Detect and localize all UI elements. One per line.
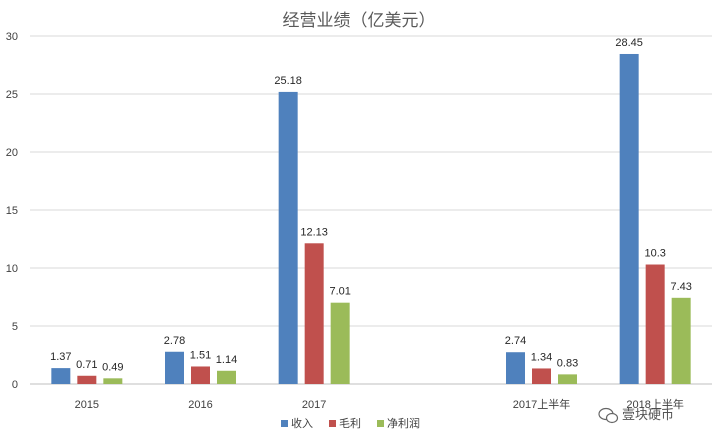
- wechat-icon: [598, 407, 619, 424]
- x-tick-label: 2017上半年: [513, 397, 570, 411]
- bar: [51, 368, 71, 384]
- bar: [77, 375, 97, 384]
- bar: [645, 264, 665, 384]
- bar: [278, 91, 298, 385]
- data-label: 12.13: [300, 226, 328, 238]
- y-tick-label: 15: [6, 205, 18, 217]
- watermark-text: 壹块硬币: [622, 408, 674, 423]
- data-label: 0.83: [557, 357, 578, 369]
- x-tick-label: 2015: [75, 399, 99, 411]
- data-label: 28.45: [615, 37, 643, 49]
- data-label: 25.18: [274, 75, 302, 87]
- y-tick-label: 0: [12, 379, 18, 391]
- y-tick-label: 30: [6, 31, 18, 43]
- chart-title: 经营业绩（亿美元）: [283, 11, 436, 31]
- x-tick-label: 2016: [188, 399, 212, 411]
- data-label: 1.37: [50, 351, 71, 363]
- bar: [671, 297, 691, 384]
- y-tick-label: 20: [6, 147, 18, 159]
- bar: [103, 378, 123, 384]
- bar: [304, 243, 324, 384]
- bar: [506, 352, 525, 384]
- gridlines: [30, 35, 712, 385]
- watermark: 壹块硬币: [598, 407, 674, 424]
- data-label: 0.71: [76, 359, 97, 371]
- data-label: 2.74: [505, 335, 526, 347]
- legend-label: 毛利: [339, 417, 361, 430]
- data-label: 2.78: [164, 335, 185, 347]
- x-tick-label: 2018上半年: [626, 397, 683, 411]
- bar: [558, 374, 577, 384]
- bar: [165, 351, 184, 384]
- y-axis: 0 5 10 15 20 25 30: [6, 31, 18, 391]
- data-label: 1.51: [190, 349, 211, 361]
- data-label: 0.49: [102, 361, 123, 373]
- bar: [330, 302, 350, 384]
- bar: [217, 370, 236, 384]
- data-label: 1.14: [216, 354, 237, 366]
- bar: [619, 53, 639, 384]
- x-tick-label: 2017: [302, 399, 326, 411]
- x-axis: 2015 2016 2017 2017上半年 2018上半年: [75, 397, 684, 411]
- legend-swatch: [377, 420, 384, 427]
- y-tick-label: 10: [6, 263, 18, 275]
- bar: [532, 368, 551, 384]
- data-label: 10.3: [644, 248, 665, 260]
- legend-swatch: [329, 420, 336, 427]
- bar: [191, 366, 210, 384]
- data-label: 7.01: [329, 286, 350, 298]
- bars: 1.37 0.71 0.49 2.78 1.51 1.14 25.18 12.13 7.01 2.…: [50, 37, 692, 385]
- legend-label: 收入: [291, 416, 313, 430]
- data-label: 7.43: [670, 281, 691, 293]
- legend: 收入 毛利 净利润: [281, 416, 420, 430]
- data-label: 1.34: [531, 351, 552, 363]
- y-tick-label: 5: [12, 321, 18, 333]
- legend-swatch: [281, 420, 288, 427]
- legend-label: 净利润: [387, 416, 420, 430]
- y-tick-label: 25: [6, 89, 18, 101]
